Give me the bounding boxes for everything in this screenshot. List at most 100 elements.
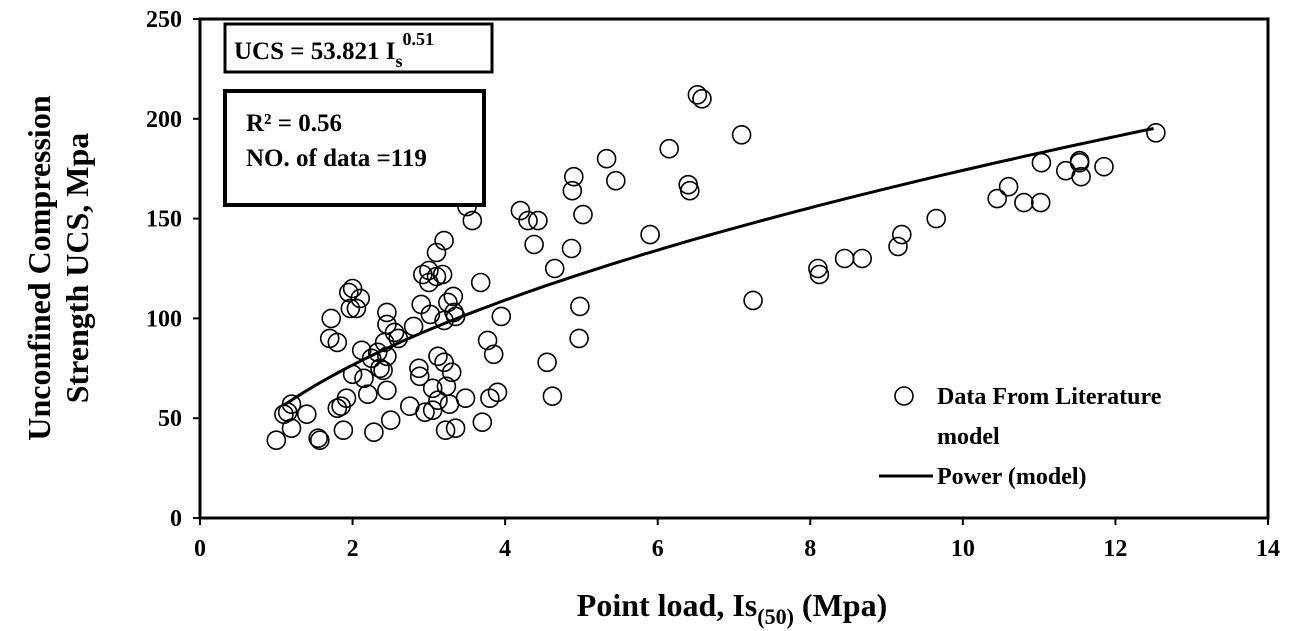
data-count-text: NO. of data =119: [246, 145, 427, 172]
equation-exponent: 0.51: [403, 29, 435, 49]
data-point: [428, 346, 448, 367]
data-point: [544, 258, 565, 279]
data-point: [596, 148, 617, 169]
legend-marker-circle: [894, 386, 914, 406]
data-point: [1069, 150, 1090, 171]
data-point: [373, 360, 393, 381]
data-point: [562, 180, 583, 201]
power-trend-line: [283, 127, 1154, 407]
y-tick-label: 100: [146, 306, 182, 332]
data-point: [333, 420, 354, 441]
data-point: [340, 298, 361, 319]
data-point: [428, 390, 448, 411]
data-point: [336, 388, 357, 409]
data-point: [809, 264, 830, 285]
data-point: [524, 234, 544, 255]
data-point: [528, 210, 548, 231]
data-point: [605, 170, 626, 191]
data-point: [998, 176, 1019, 197]
data-point: [487, 382, 508, 403]
data-point: [432, 264, 453, 285]
data-point: [380, 410, 401, 431]
x-axis-title-main: Point load, Is: [577, 587, 757, 623]
x-tick-label: 2: [347, 536, 359, 562]
data-point: [678, 174, 699, 195]
data-point: [563, 166, 584, 187]
x-tick-label: 12: [1103, 536, 1127, 562]
data-point: [491, 306, 512, 327]
data-point: [415, 402, 435, 423]
data-point: [445, 418, 466, 439]
data-point: [377, 314, 397, 335]
r-squared-text: R² = 0.56: [246, 110, 342, 137]
stats-box: [223, 89, 486, 207]
data-points: [266, 85, 1166, 451]
data-point: [570, 296, 590, 317]
x-axis-title-tail: (Mpa): [794, 587, 887, 623]
data-point: [561, 238, 582, 259]
data-point: [438, 292, 458, 313]
data-point: [342, 278, 363, 299]
data-point: [743, 290, 763, 311]
data-point: [364, 422, 384, 443]
data-point: [926, 208, 947, 229]
data-point: [309, 430, 330, 451]
data-point: [472, 412, 493, 433]
data-point: [308, 428, 329, 449]
data-point: [640, 224, 660, 245]
y-axis-title-line2: Strength UCS, Mpa: [59, 133, 95, 404]
y-axis-ticks: 0 50 100 150 200 250: [146, 7, 200, 532]
legend-label-power: Power (model): [937, 464, 1087, 490]
x-tick-label: 4: [499, 536, 511, 562]
data-point: [659, 138, 680, 159]
data-point: [321, 308, 342, 329]
data-point: [731, 125, 752, 145]
data-point: [434, 230, 454, 251]
y-tick-label: 200: [146, 107, 182, 133]
equation-box: [223, 22, 494, 74]
data-point: [470, 272, 491, 293]
data-point: [888, 236, 908, 257]
y-tick-label: 0: [170, 506, 182, 532]
equation-subscript: s: [396, 51, 403, 71]
data-point: [411, 294, 432, 315]
data-point: [573, 204, 593, 225]
data-point: [1094, 156, 1114, 177]
data-point: [569, 328, 589, 349]
data-point: [357, 384, 378, 405]
data-point: [350, 288, 371, 309]
data-point: [891, 224, 912, 245]
data-point: [346, 298, 367, 319]
data-point: [455, 388, 476, 409]
data-point: [462, 210, 483, 231]
data-point: [370, 358, 390, 379]
data-point: [384, 322, 405, 343]
data-point: [1014, 192, 1034, 213]
data-point: [409, 366, 430, 387]
data-point: [852, 248, 873, 269]
data-point: [441, 362, 462, 383]
data-point: [679, 180, 700, 201]
equation-prefix: UCS = 53.821 I: [234, 38, 396, 65]
data-point: [377, 380, 397, 401]
x-tick-label: 0: [194, 536, 206, 562]
data-point: [1146, 123, 1166, 143]
x-axis-title-subscript: (50): [757, 604, 794, 629]
data-point: [281, 418, 302, 439]
data-point: [419, 260, 439, 281]
data-point: [808, 258, 828, 279]
y-tick-label: 250: [146, 7, 182, 33]
data-point: [338, 282, 359, 303]
plot-frame: [198, 17, 1270, 520]
data-point: [1030, 192, 1051, 213]
data-point: [483, 344, 504, 365]
y-tick-label: 150: [146, 207, 182, 233]
data-point: [834, 248, 855, 269]
data-point: [266, 430, 287, 451]
y-tick-label: 50: [158, 406, 182, 432]
data-point: [477, 330, 498, 351]
legend-label-data-line2: model: [937, 424, 1000, 450]
data-point: [354, 368, 374, 389]
data-point: [443, 286, 464, 307]
